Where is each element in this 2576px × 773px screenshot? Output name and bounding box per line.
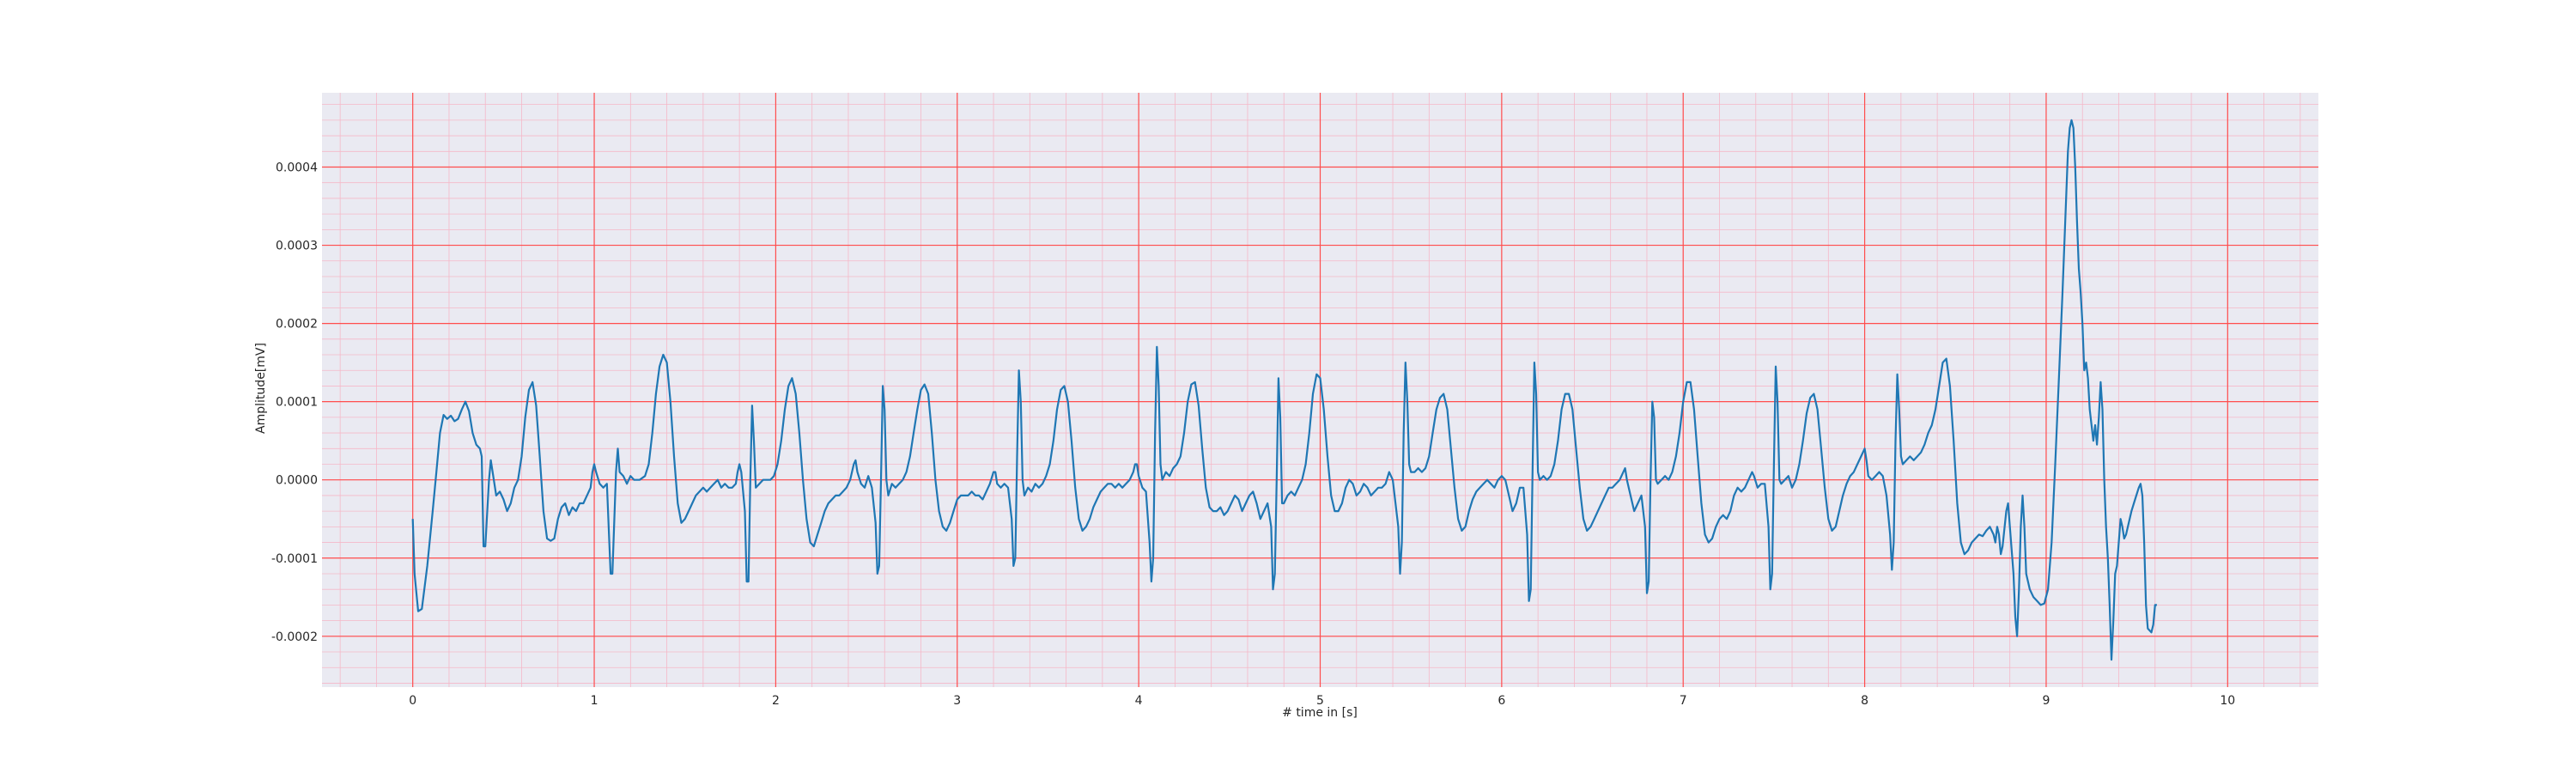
- y-tick-label: 0.0004: [276, 161, 318, 175]
- y-axis-label: Amplitude[mV]: [254, 343, 268, 434]
- ecg-series-line: [411, 119, 2157, 661]
- y-tick-label: 0.0002: [276, 318, 318, 332]
- y-tick-label: 0.0000: [276, 474, 318, 488]
- y-tick-label: -0.0001: [271, 552, 318, 566]
- x-tick-label: 0: [409, 694, 416, 708]
- y-tick-label: -0.0002: [271, 630, 318, 644]
- x-tick-label: 7: [1680, 694, 1687, 708]
- y-tick-label: 0.0003: [276, 240, 318, 253]
- x-tick-label: 9: [2042, 694, 2050, 708]
- x-tick-label: 6: [1498, 694, 1505, 708]
- x-tick-label: 2: [772, 694, 780, 708]
- y-tick-labels: -0.0002 -0.0001 0.0000 0.0001 0.0002 0.0003 0.…: [271, 161, 318, 644]
- x-tick-label: 10: [2220, 694, 2235, 708]
- x-tick-label: 4: [1135, 694, 1143, 708]
- x-tick-label: 8: [1861, 694, 1868, 708]
- x-tick-label: 5: [1316, 694, 1324, 708]
- x-axis-label: # time in [s]: [1282, 706, 1358, 720]
- major-grid: [322, 93, 2318, 687]
- x-tick-labels: 0 1 2 3 4 5 6 7 8 9 10: [409, 694, 2235, 708]
- x-tick-label: 3: [953, 694, 961, 708]
- y-tick-label: 0.0001: [276, 396, 318, 410]
- series-layer: [411, 119, 2157, 661]
- x-tick-label: 1: [591, 694, 598, 708]
